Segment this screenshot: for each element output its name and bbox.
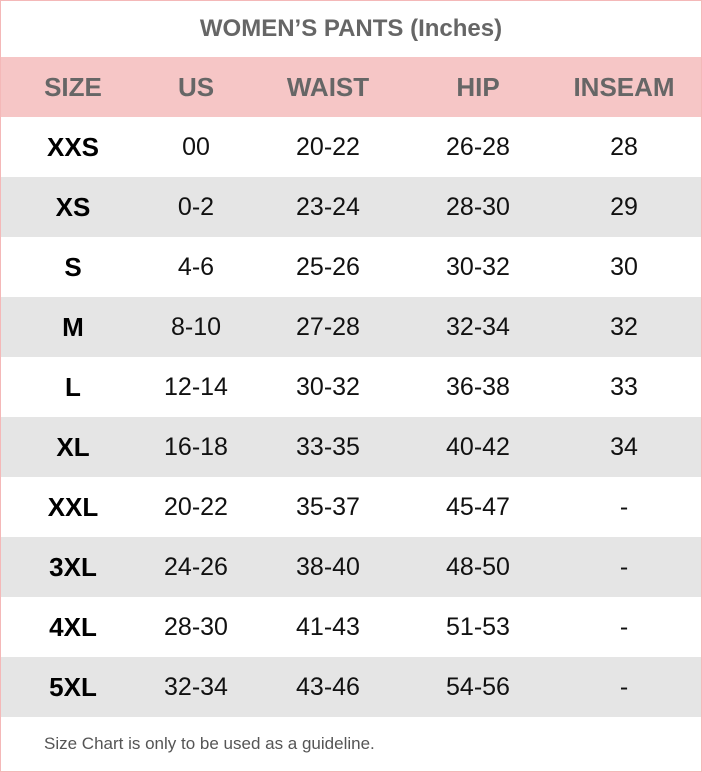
cell-size: XS [55, 191, 91, 222]
table-row: 3XL 24-26 38-40 48-50 - [1, 537, 701, 597]
table-row: L 12-14 30-32 36-38 33 [1, 357, 701, 417]
cell-size: XL [56, 431, 90, 462]
cell-hip: 51-53 [446, 612, 510, 641]
cell-hip: 40-42 [446, 432, 510, 461]
header-waist: WAIST [286, 71, 370, 102]
cell-hip: 36-38 [446, 372, 510, 401]
header-size: SIZE [44, 71, 102, 102]
header-inseam: INSEAM [573, 71, 675, 102]
table-row: XXS 00 20-22 26-28 28 [1, 117, 701, 177]
table-row: 4XL 28-30 41-43 51-53 - [1, 597, 701, 657]
table-row: XL 16-18 33-35 40-42 34 [1, 417, 701, 477]
cell-size: L [65, 371, 81, 402]
cell-us: 16-18 [164, 432, 228, 461]
footer-note: Size Chart is only to be used as a guide… [44, 734, 375, 753]
cell-us: 12-14 [164, 372, 228, 401]
cell-hip: 32-34 [446, 312, 510, 341]
cell-inseam: - [619, 612, 629, 641]
cell-waist: 23-24 [296, 192, 360, 221]
cell-size: 3XL [49, 551, 97, 582]
cell-size: XXL [47, 491, 99, 522]
header-row: SIZE US WAIST HIP INSEAM [1, 57, 701, 117]
table-row: XXL 20-22 35-37 45-47 - [1, 477, 701, 537]
header-hip: HIP [456, 71, 500, 102]
cell-inseam: 28 [610, 132, 638, 161]
cell-us: 4-6 [177, 252, 215, 281]
cell-us: 00 [182, 132, 210, 161]
cell-inseam: 30 [610, 252, 638, 281]
cell-inseam: 29 [610, 192, 638, 221]
table-row: XS 0-2 23-24 28-30 29 [1, 177, 701, 237]
header-us: US [177, 71, 215, 102]
cell-inseam: - [619, 492, 629, 521]
cell-hip: 45-47 [446, 492, 510, 521]
cell-us: 20-22 [164, 492, 228, 521]
cell-us: 0-2 [177, 192, 215, 221]
cell-waist: 35-37 [296, 492, 360, 521]
cell-inseam: 33 [610, 372, 638, 401]
chart-title: WOMEN’S PANTS (Inches) [199, 15, 503, 42]
cell-us: 24-26 [164, 552, 228, 581]
cell-us: 28-30 [164, 612, 228, 641]
table-body: XXS 00 20-22 26-28 28 XS 0-2 23-24 28-30 29 S 4-6 25… [1, 117, 701, 717]
table-row: M 8-10 27-28 32-34 32 [1, 297, 701, 357]
cell-hip: 26-28 [446, 132, 510, 161]
cell-size: M [62, 311, 84, 342]
cell-hip: 30-32 [446, 252, 510, 281]
table-row: S 4-6 25-26 30-32 30 [1, 237, 701, 297]
cell-waist: 20-22 [296, 132, 360, 161]
cell-hip: 28-30 [446, 192, 510, 221]
cell-hip: 54-56 [446, 672, 510, 701]
cell-size: XXS [46, 131, 100, 162]
cell-inseam: - [619, 552, 629, 581]
cell-waist: 41-43 [296, 612, 360, 641]
cell-inseam: 34 [610, 432, 638, 461]
cell-size: 5XL [49, 671, 97, 702]
cell-inseam: 32 [610, 312, 638, 341]
cell-us: 8-10 [170, 312, 222, 341]
cell-waist: 30-32 [296, 372, 360, 401]
cell-waist: 27-28 [296, 312, 360, 341]
cell-size: S [64, 251, 82, 282]
cell-waist: 38-40 [296, 552, 360, 581]
cell-waist: 43-46 [296, 672, 360, 701]
cell-hip: 48-50 [446, 552, 510, 581]
cell-waist: 33-35 [296, 432, 360, 461]
cell-waist: 25-26 [296, 252, 360, 281]
cell-size: 4XL [49, 611, 97, 642]
cell-us: 32-34 [164, 672, 228, 701]
table-row: 5XL 32-34 43-46 54-56 - [1, 657, 701, 717]
cell-inseam: - [619, 672, 629, 701]
